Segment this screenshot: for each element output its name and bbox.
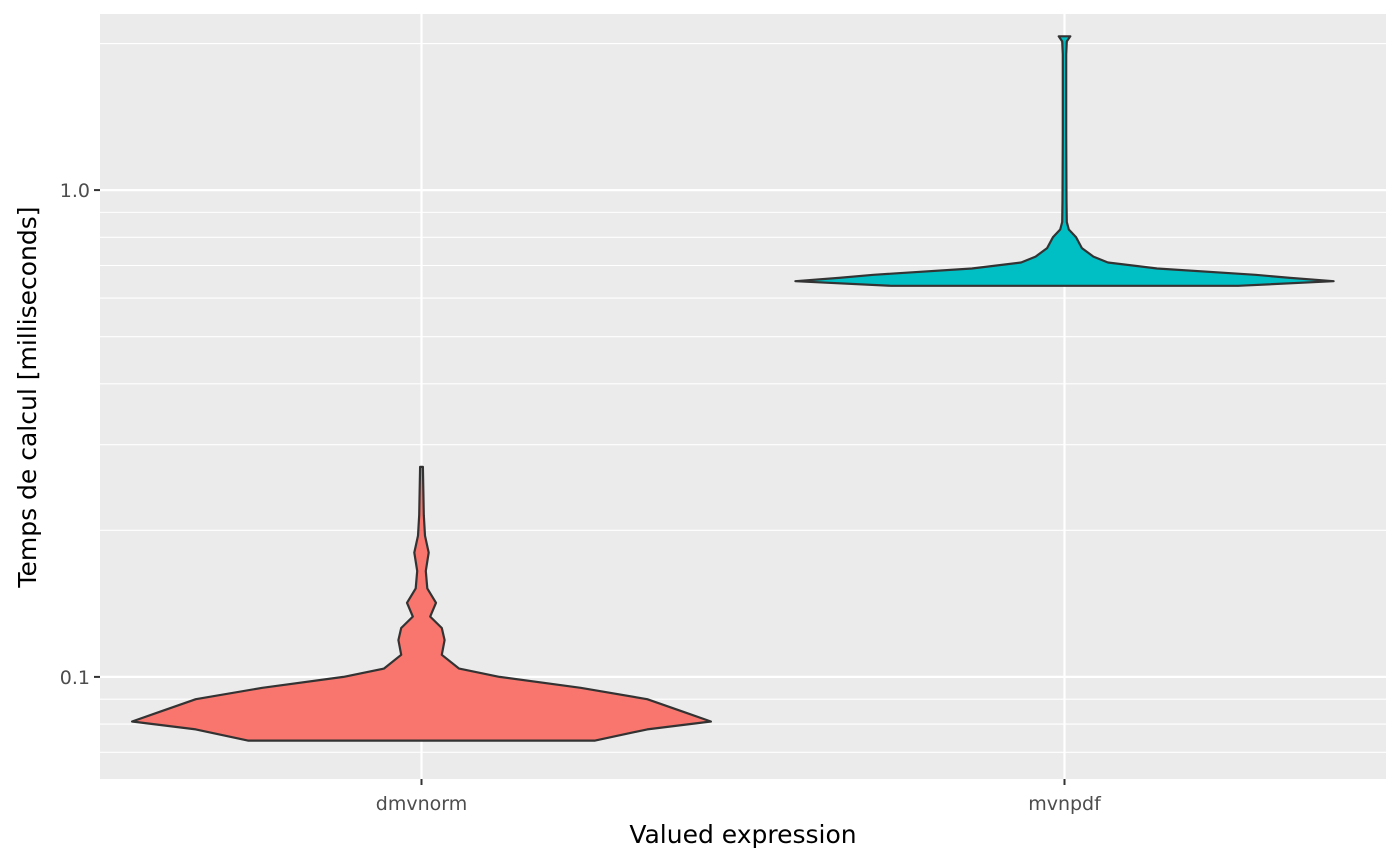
x-axis-title: Valued expression [629,820,856,849]
violin-mvnpdf [794,35,1335,287]
y-axis: 0.1 1.0 [60,180,100,689]
y-tick-label: 0.1 [60,667,90,689]
plot-panel [100,14,1386,779]
x-axis: dmvnorm mvnpdf [376,779,1102,815]
violin-dmvnorm [131,465,712,742]
y-tick-label: 1.0 [60,180,90,202]
x-tick-label: mvnpdf [1028,793,1102,815]
x-tick-label: dmvnorm [376,793,467,815]
violins [131,35,1335,742]
y-axis-title: Temps de calcul [milliseconds] [13,206,42,588]
